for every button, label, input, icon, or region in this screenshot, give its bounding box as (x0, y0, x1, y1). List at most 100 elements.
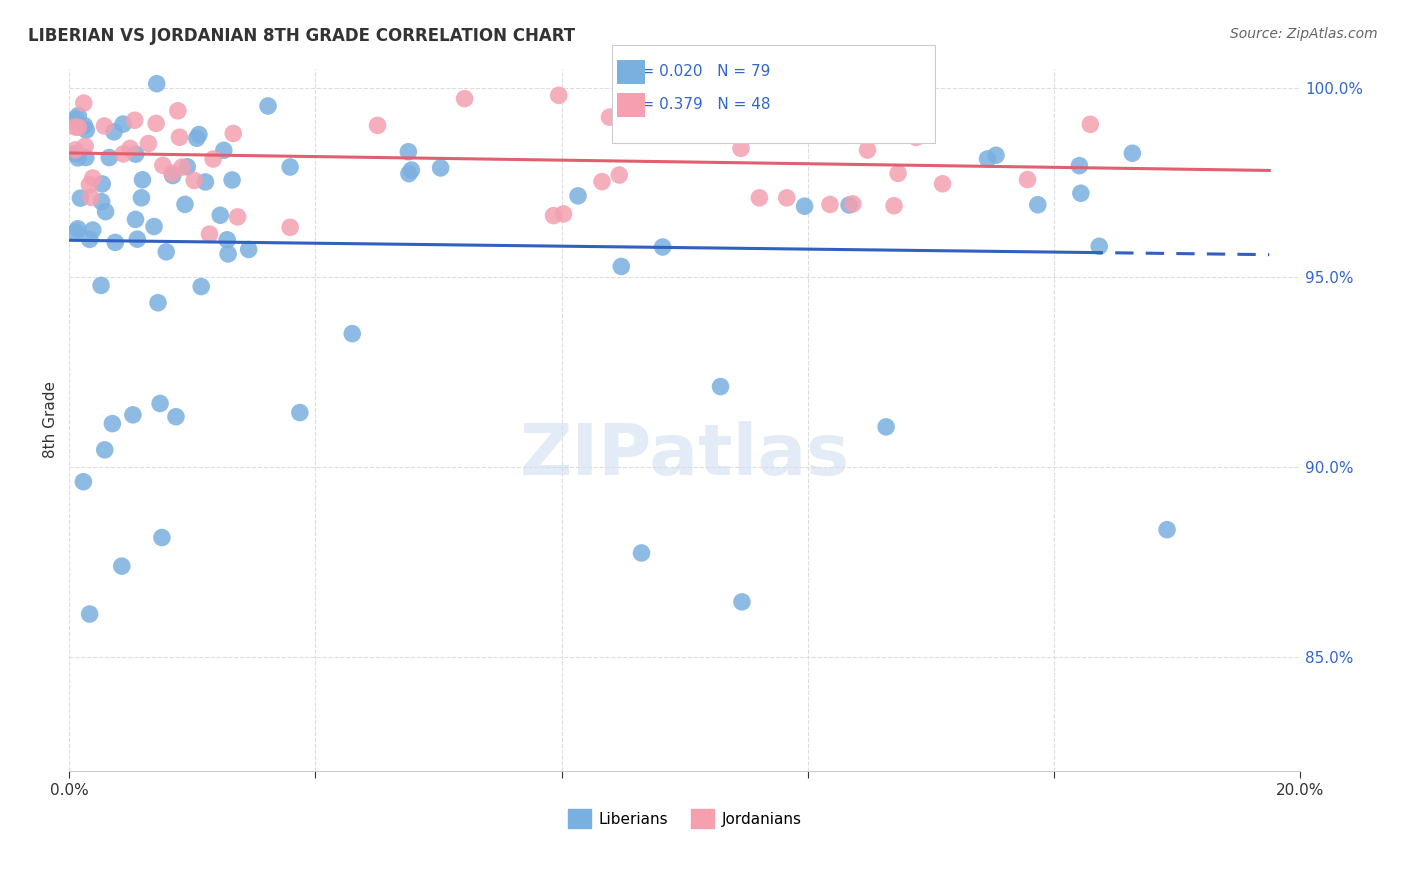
Point (82, 223, 104, 237)
Point (169, 130, 191, 145)
Point (1088, 239, 1111, 253)
Point (278, 160, 301, 174)
Point (763, 123, 786, 137)
Point (103, 125, 125, 139)
Point (1069, 159, 1091, 173)
Point (221, 173, 243, 187)
Point (1121, 146, 1143, 161)
Point (222, 127, 245, 141)
Point (190, 279, 212, 293)
Point (553, 207, 575, 221)
Point (398, 167, 420, 181)
Point (69, 191, 91, 205)
Point (669, 99, 692, 113)
Point (67, 120, 90, 135)
Point (1078, 117, 1101, 131)
Point (793, 199, 815, 213)
Point (1017, 172, 1039, 186)
Point (82, 171, 104, 186)
Point (731, 595, 754, 609)
Point (91, 177, 114, 191)
Point (73, 96, 96, 111)
Point (65, 120, 87, 134)
Point (401, 163, 423, 178)
Point (90, 278, 112, 293)
Point (124, 212, 146, 227)
Point (166, 103, 188, 118)
Point (67, 109, 90, 123)
Point (152, 158, 174, 172)
Point (66, 151, 89, 165)
Point (75, 139, 97, 153)
Point (120, 141, 142, 155)
Point (931, 177, 953, 191)
Point (186, 131, 208, 145)
Point (547, 88, 569, 103)
Point (838, 198, 860, 212)
Point (818, 197, 841, 211)
Point (984, 148, 1007, 162)
Point (75, 151, 97, 165)
Point (112, 117, 135, 131)
Point (150, 531, 173, 545)
Point (94, 204, 117, 219)
Point (65, 112, 87, 126)
Point (146, 295, 169, 310)
Point (131, 191, 153, 205)
Point (844, 77, 866, 91)
Text: LIBERIAN VS JORDANIAN 8TH GRADE CORRELATION CHART: LIBERIAN VS JORDANIAN 8TH GRADE CORRELAT… (28, 27, 575, 45)
Point (257, 99, 280, 113)
Y-axis label: 8th Grade: 8th Grade (44, 382, 58, 458)
Point (202, 152, 225, 166)
Point (607, 168, 630, 182)
Point (93, 119, 115, 133)
Point (226, 210, 249, 224)
Point (187, 128, 209, 142)
Point (217, 247, 239, 261)
Point (112, 147, 135, 161)
Point (651, 240, 673, 254)
Point (65, 225, 87, 239)
Text: Source: ZipAtlas.com: Source: ZipAtlas.com (1230, 27, 1378, 41)
Point (98, 151, 121, 165)
Point (149, 396, 172, 410)
Point (643, 93, 665, 107)
Point (598, 110, 620, 124)
Point (976, 152, 998, 166)
Point (1026, 198, 1049, 212)
Point (73, 119, 96, 133)
Point (72, 475, 94, 489)
Point (610, 260, 633, 274)
Point (194, 175, 217, 189)
Legend: Liberians, Jordanians: Liberians, Jordanians (561, 803, 807, 834)
Point (887, 166, 910, 180)
Point (124, 147, 146, 161)
Point (842, 197, 865, 211)
Point (131, 173, 153, 187)
Point (93, 442, 115, 457)
Point (162, 169, 184, 183)
Point (145, 116, 167, 130)
Point (875, 420, 897, 434)
Point (155, 244, 177, 259)
Point (122, 408, 145, 422)
Point (79, 178, 101, 192)
Point (165, 409, 187, 424)
Point (453, 92, 475, 106)
Point (145, 77, 167, 91)
Point (65, 143, 87, 157)
Point (429, 161, 451, 175)
Point (617, 105, 640, 120)
Point (759, 93, 782, 107)
Point (127, 232, 149, 246)
Point (217, 233, 239, 247)
Point (591, 175, 613, 189)
Point (212, 144, 235, 158)
Point (176, 160, 198, 174)
Point (124, 113, 146, 128)
Text: R = 0.379   N = 48: R = 0.379 N = 48 (626, 97, 770, 112)
Point (567, 189, 589, 203)
Point (342, 326, 364, 341)
Point (730, 141, 752, 155)
Point (367, 119, 389, 133)
